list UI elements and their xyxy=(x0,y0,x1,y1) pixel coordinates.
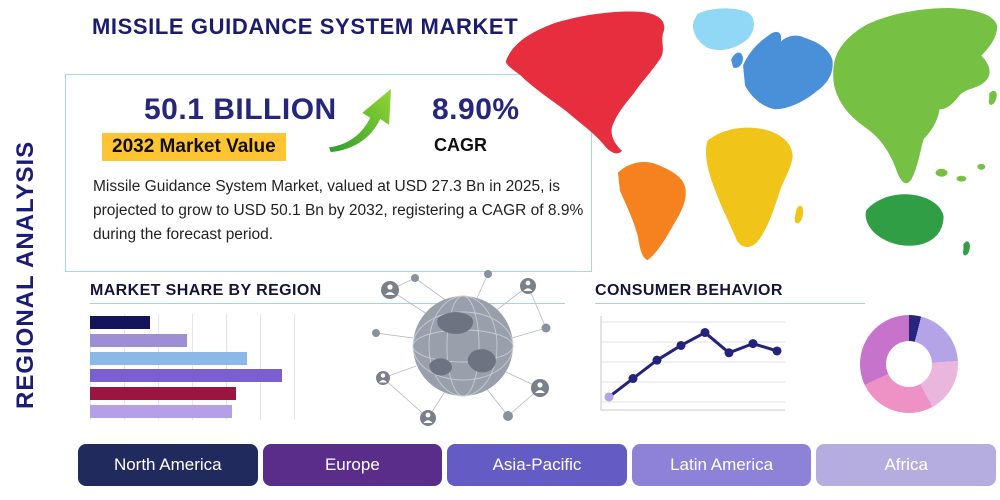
stat-box: 50.1 BILLION 2032 Market Value 8.90% CAG… xyxy=(65,74,592,272)
map-uk xyxy=(731,52,744,68)
map-australia xyxy=(865,194,944,246)
map-island xyxy=(935,168,948,177)
map-new-zealand xyxy=(963,241,970,256)
map-island xyxy=(977,163,986,170)
map-asia xyxy=(833,7,998,184)
divider-line xyxy=(595,303,865,304)
growth-arrow-icon xyxy=(327,85,393,154)
region-button-latin-america[interactable]: Latin America xyxy=(631,444,812,486)
map-south-america xyxy=(617,162,686,261)
market-value: 50.1 BILLION xyxy=(144,93,337,126)
line-point-7 xyxy=(772,346,782,356)
map-north-america xyxy=(505,11,665,154)
cagr-label: CAGR xyxy=(434,135,487,155)
map-madagascar xyxy=(794,205,804,224)
donut-chart xyxy=(860,315,958,413)
region-button-row: North America Europe Asia-Pacific Latin Ame… xyxy=(78,444,996,486)
donut-hole xyxy=(886,341,932,387)
world-map xyxy=(505,7,998,261)
line-point-6 xyxy=(748,339,758,349)
bar-segment-2 xyxy=(90,351,247,365)
region-button-north-america[interactable]: North America xyxy=(78,444,258,486)
region-button-asia-pacific[interactable]: Asia-Pacific xyxy=(447,444,627,486)
region-button-europe[interactable]: Europe xyxy=(262,444,443,486)
map-japan xyxy=(988,90,997,105)
bar-segment-0 xyxy=(90,316,150,329)
line-chart xyxy=(600,316,785,411)
consumer-behavior-title: CONSUMER BEHAVIOR xyxy=(595,282,783,299)
region-button-africa[interactable]: Africa xyxy=(816,444,996,486)
bar-segment-3 xyxy=(90,369,282,383)
line-point-5 xyxy=(724,348,734,358)
map-europe xyxy=(743,31,833,110)
cagr-value: 8.90% xyxy=(432,93,520,126)
market-share-title: MARKET SHARE BY REGION xyxy=(90,282,322,299)
bar-segment-5 xyxy=(90,404,233,418)
map-africa xyxy=(705,127,793,248)
line-point-4 xyxy=(700,328,710,338)
map-island xyxy=(956,175,967,182)
divider-line xyxy=(90,303,565,304)
line-point-2 xyxy=(652,355,662,365)
market-description: Missile Guidance System Market, valued a… xyxy=(93,178,584,244)
globe-network-illustration xyxy=(372,270,551,426)
bar-segment-1 xyxy=(90,333,187,347)
map-greenland xyxy=(693,8,754,51)
line-point-0 xyxy=(604,392,614,402)
market-value-label: 2032 Market Value xyxy=(102,133,286,161)
side-label: REGIONAL ANALYSIS xyxy=(12,140,39,410)
line-point-1 xyxy=(628,374,638,384)
line-point-3 xyxy=(676,340,686,350)
page-title: MISSILE GUIDANCE SYSTEM MARKET xyxy=(92,14,519,39)
bar-segment-4 xyxy=(90,387,237,401)
bar-chart xyxy=(90,314,296,420)
